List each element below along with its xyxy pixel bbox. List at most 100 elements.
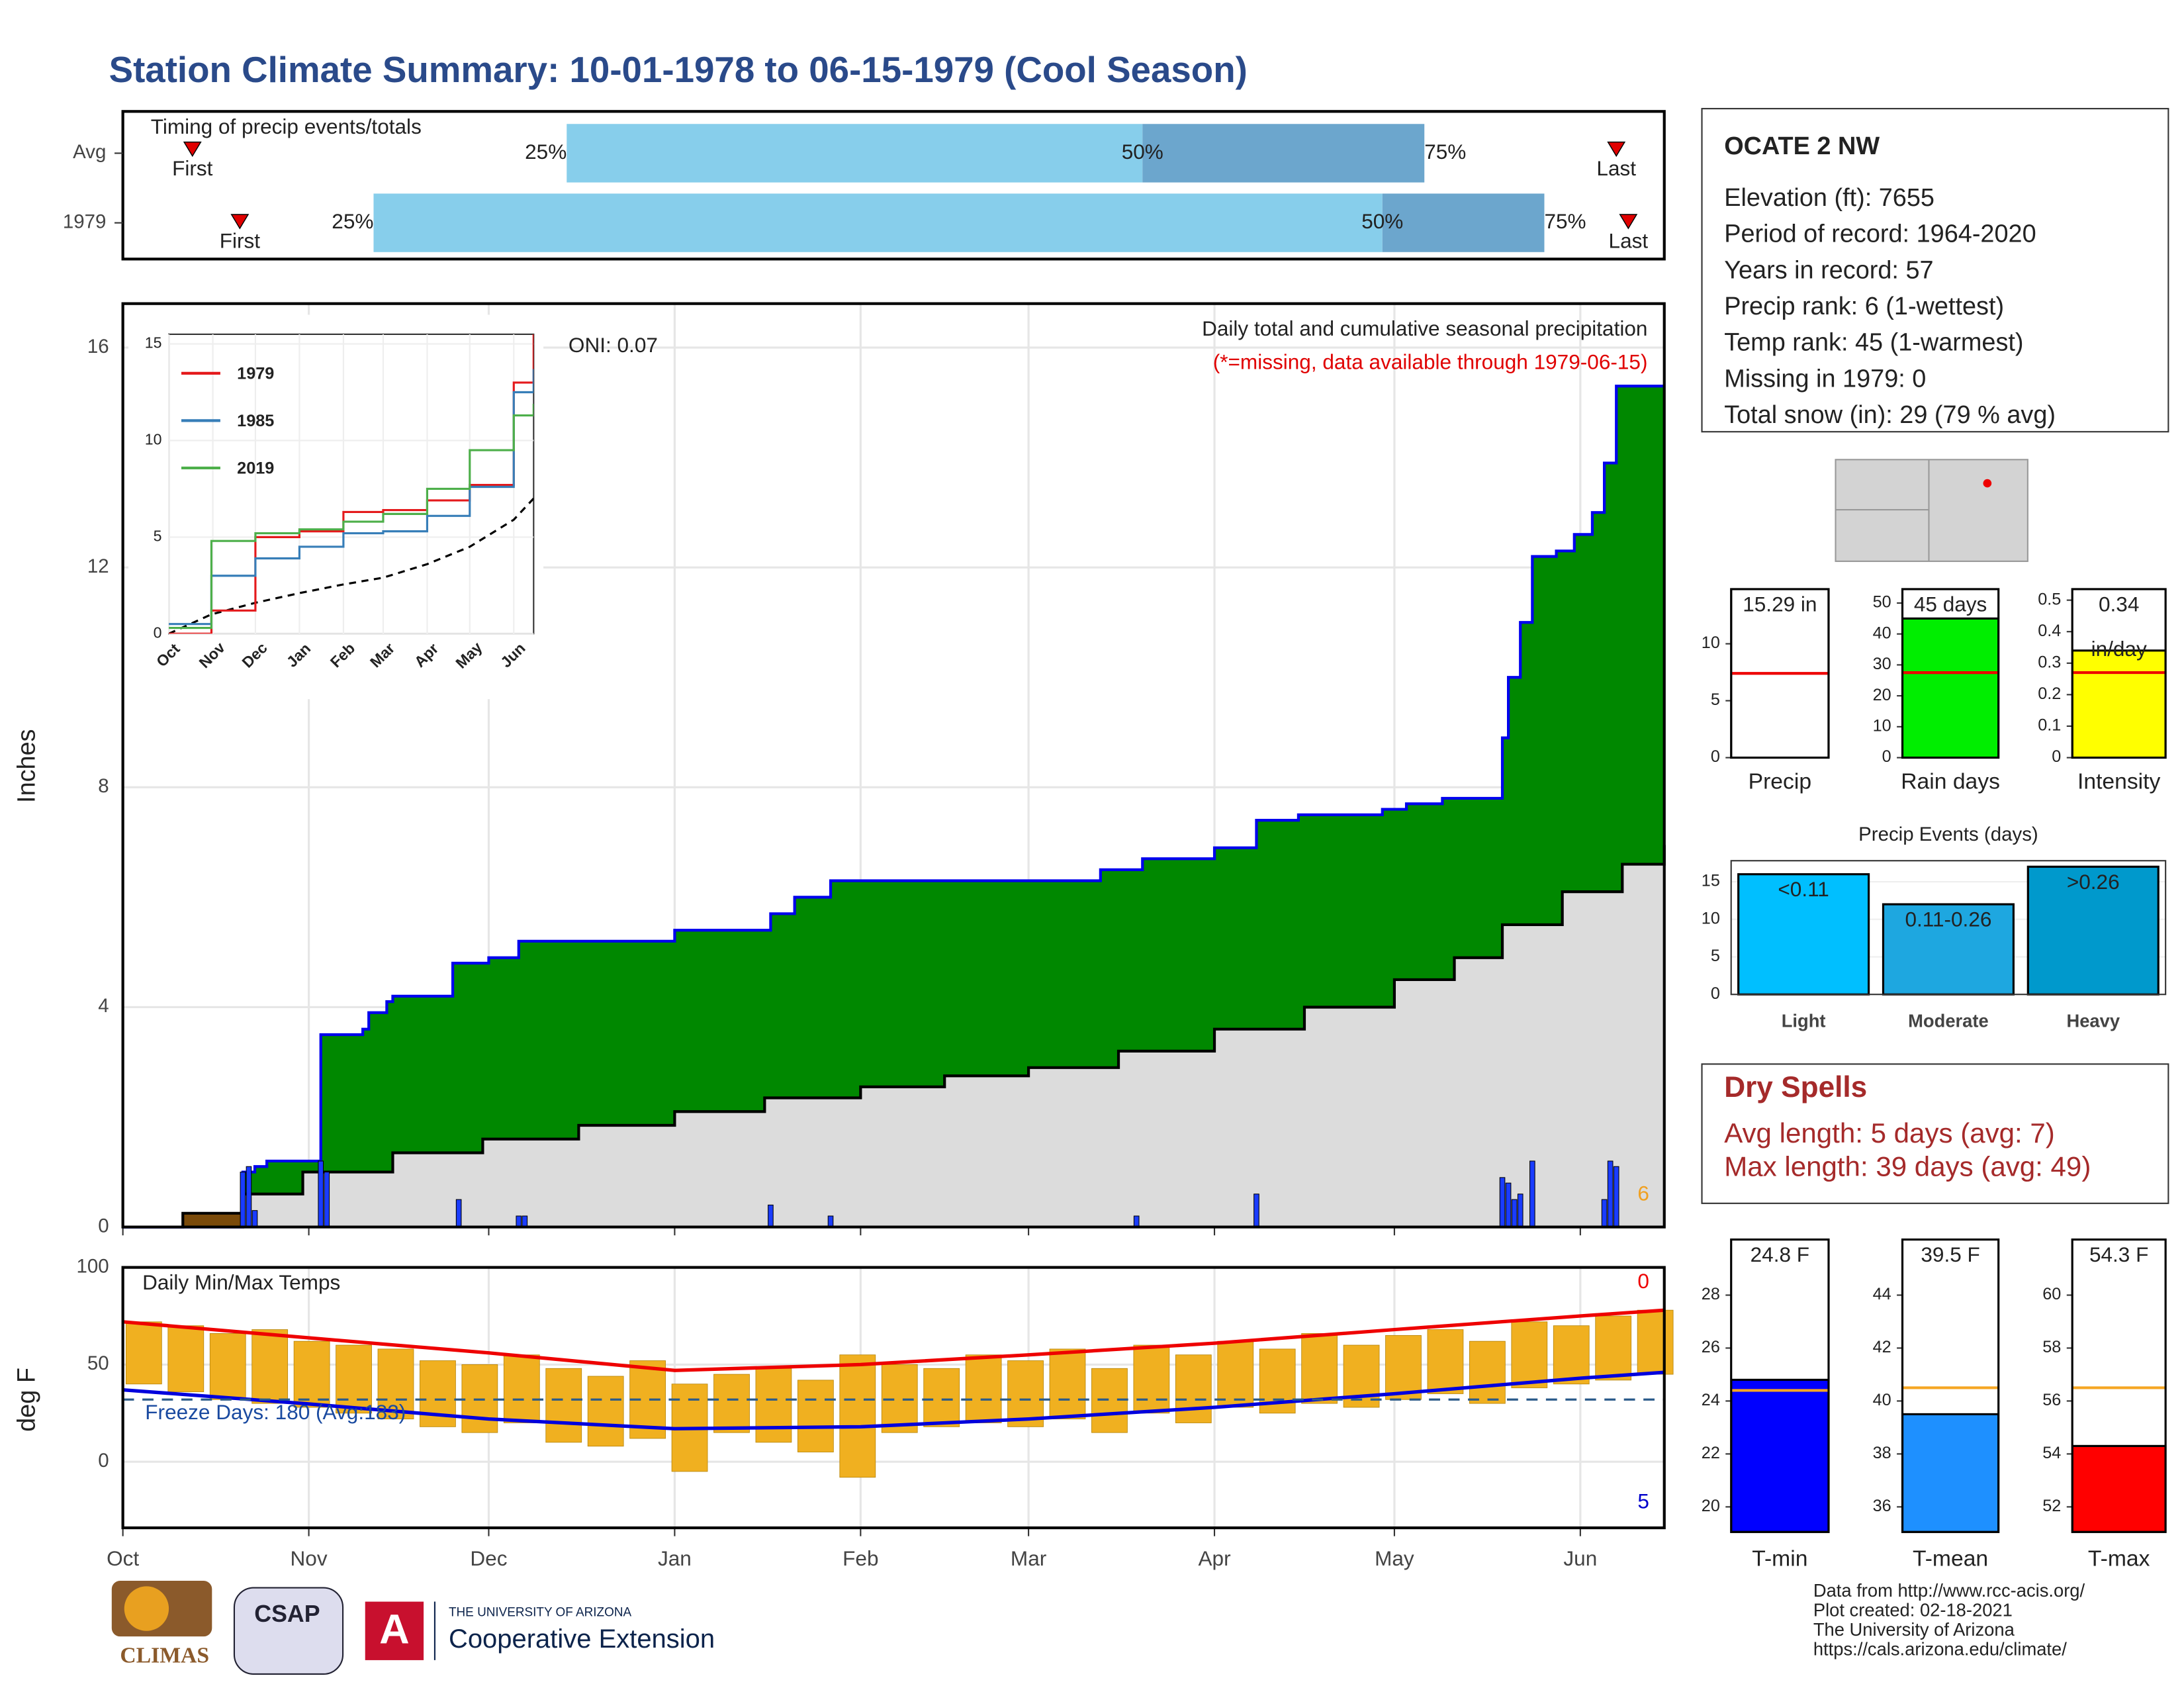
y-tick-label: 28	[1702, 1285, 1720, 1303]
y-tick-label: 58	[2042, 1338, 2061, 1356]
bar-label: >0.26	[2067, 870, 2120, 894]
temp-range-bar	[251, 1329, 289, 1404]
y-tick-label: 0.4	[2038, 622, 2061, 640]
daily-bar	[1607, 1160, 1614, 1228]
temp-range-bar	[1595, 1315, 1632, 1381]
daily-bar	[1613, 1166, 1619, 1228]
y-tick-label: 38	[1873, 1444, 1891, 1462]
legend-label: 1979	[237, 365, 274, 383]
y-tick-label: 50	[87, 1352, 109, 1374]
daily-bar	[516, 1215, 522, 1228]
x-tick-label: Dec	[470, 1546, 507, 1570]
value-label: 0.34	[2099, 592, 2139, 616]
gauge-bar	[1902, 1413, 1999, 1532]
gauge-clip	[2072, 649, 2166, 758]
gauge-category: Intensity	[2077, 769, 2161, 794]
high-count: 0	[1637, 1269, 1649, 1293]
y-tick-label: 0.3	[2038, 653, 2061, 671]
daily-bar	[522, 1215, 528, 1228]
row-label: Avg	[73, 141, 106, 163]
daily-bar	[1499, 1177, 1506, 1228]
inset-lines	[169, 334, 534, 634]
station-name: OCATE 2 NW	[1724, 132, 1880, 160]
gauge-frame	[1901, 588, 2000, 759]
y-tick-label: 12	[87, 555, 109, 577]
low-count: 5	[1637, 1489, 1649, 1513]
last-marker	[1607, 141, 1626, 158]
temp-range-bar	[503, 1354, 540, 1423]
gauge-bar	[2072, 649, 2166, 758]
info-line: Temp rank: 45 (1-warmest)	[1724, 329, 2023, 357]
oni-label: ONI: 0.07	[569, 333, 658, 357]
info-line: Years in record: 57	[1724, 256, 1933, 284]
first-marker	[183, 141, 202, 158]
temp-range-bar	[1007, 1360, 1044, 1427]
daily-bar	[324, 1172, 330, 1228]
plot-frame	[1730, 860, 2167, 996]
y-tick-label: 0	[2052, 747, 2061, 766]
dry-spell-line: Max length: 39 days (avg: 49)	[1724, 1150, 2091, 1182]
info-box	[1701, 108, 2169, 433]
temp-range-bar	[839, 1354, 876, 1478]
percent-label: 75%	[1544, 209, 1586, 233]
daily-bar	[827, 1215, 834, 1228]
y-tick-label: 50	[1873, 593, 1891, 612]
y-tick-label: 0	[154, 624, 162, 641]
last-marker	[1619, 214, 1638, 230]
y-tick-label: 10	[145, 431, 162, 448]
x-tick-label: Light	[1782, 1011, 1826, 1031]
first-label: First	[220, 228, 261, 252]
plot-frame	[121, 1266, 1666, 1530]
percent-label: 25%	[332, 209, 373, 233]
daily-bar	[1133, 1215, 1140, 1228]
panel-title: Daily Min/Max Temps	[142, 1270, 340, 1294]
plot-subtitle: (*=missing, data available through 1979-…	[1213, 350, 1648, 373]
x-tick-label: Oct	[107, 1546, 139, 1570]
y-tick-label: 5	[1711, 947, 1720, 965]
legend-label: 1985	[237, 412, 274, 430]
source-line: Data from http://www.rcc-acis.org/	[1813, 1580, 2085, 1601]
early-bar	[373, 193, 1383, 252]
average-line	[122, 845, 1666, 1229]
daily-bar	[1529, 1160, 1535, 1228]
value-unit: in/day	[2091, 637, 2147, 661]
y-tick-label: 15	[145, 334, 162, 352]
first-label: First	[172, 156, 213, 180]
y-tick-label: 36	[1873, 1497, 1891, 1515]
y-tick-label: 20	[1873, 686, 1891, 704]
percent-label: 25%	[525, 140, 567, 164]
row-label: 1979	[63, 211, 107, 232]
gauge-clip	[2072, 1386, 2166, 1532]
bar	[1737, 873, 1870, 996]
temp-range-bar	[125, 1321, 162, 1385]
y-tick-label: 60	[2042, 1285, 2061, 1303]
y-tick-label: 10	[1702, 909, 1720, 927]
x-tick-label: Apr	[1198, 1546, 1230, 1570]
y-tick-label: 22	[1702, 1444, 1720, 1462]
y-tick-label: 20	[1702, 1497, 1720, 1515]
logo-university: THE UNIVERSITY OF ARIZONA	[449, 1605, 632, 1619]
temp-range-bar	[1637, 1309, 1674, 1375]
temp-range-bar	[1175, 1354, 1212, 1423]
daily-bar	[318, 1160, 324, 1228]
temp-range-bar	[336, 1344, 372, 1414]
y-tick-label: 54	[2042, 1444, 2061, 1462]
x-tick-label: Moderate	[1908, 1011, 1989, 1031]
bar	[2026, 865, 2160, 996]
temp-range-bar	[167, 1325, 205, 1392]
plot-title: Daily total and cumulative seasonal prec…	[1202, 316, 1647, 340]
y-tick-label: 0	[98, 1450, 109, 1472]
x-tick-label: Jun	[1563, 1546, 1597, 1570]
temp-range-bar	[923, 1368, 960, 1427]
bar	[1882, 903, 2015, 996]
source-line: Plot created: 02-18-2021	[1813, 1600, 2013, 1620]
y-tick-label: 5	[1711, 690, 1720, 709]
info-line: Missing in 1979: 0	[1724, 365, 1926, 393]
temp-range-bar	[1049, 1348, 1086, 1420]
temp-range-bar	[755, 1368, 792, 1443]
temp-range-bar	[1217, 1340, 1254, 1408]
daily-bar	[1601, 1199, 1608, 1228]
source-line: https://cals.arizona.edu/climate/	[1813, 1638, 2067, 1659]
value-label: 15.29 in	[1743, 592, 1817, 616]
